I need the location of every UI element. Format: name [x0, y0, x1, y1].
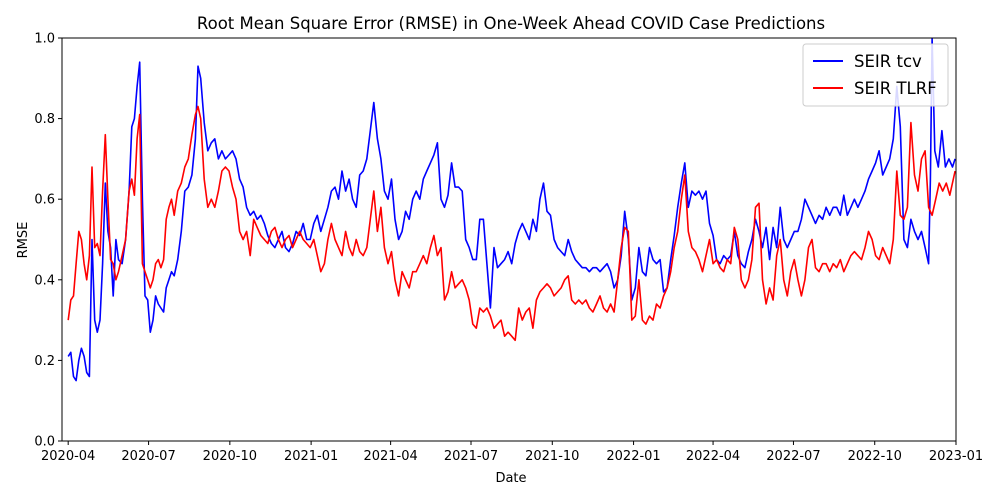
x-tick-label: 2021-07 — [444, 449, 498, 464]
y-axis: 0.0 0.2 0.4 0.6 0.8 1.0 — [34, 32, 62, 450]
x-tick-label: 2022-04 — [686, 449, 740, 464]
y-axis-label: RMSE — [16, 222, 31, 259]
x-tick-label: 2020-07 — [121, 449, 175, 464]
x-tick-label: 2020-04 — [41, 449, 95, 464]
y-tick-label: 0.0 — [34, 435, 55, 450]
x-tick-label: 2021-04 — [363, 449, 417, 464]
y-tick-label: 0.2 — [34, 354, 55, 369]
x-tick-label: 2022-01 — [606, 449, 660, 464]
x-tick-label: 2022-07 — [766, 449, 820, 464]
x-tick-label: 2022-10 — [848, 449, 902, 464]
y-tick-label: 0.4 — [34, 273, 55, 288]
x-tick-label: 2021-01 — [284, 449, 338, 464]
x-axis: 2020-04 2020-07 2020-10 2021-01 2021-04 2021-… — [41, 441, 983, 464]
y-tick-label: 0.6 — [34, 193, 55, 208]
series-line-1 — [67, 38, 956, 382]
y-tick-label: 1.0 — [34, 32, 55, 47]
legend-box — [802, 43, 949, 107]
x-tick-label: 2020-10 — [203, 449, 257, 464]
legend-label-2: SEIR TLRF — [854, 79, 937, 98]
series-layer — [67, 38, 956, 382]
x-tick-label: 2023-01 — [929, 449, 983, 464]
series-line-2 — [67, 105, 956, 342]
legend-label-1: SEIR tcv — [854, 52, 922, 71]
chart-title: Root Mean Square Error (RMSE) in One-Wee… — [197, 14, 825, 33]
y-tick-label: 0.8 — [34, 112, 55, 127]
plot-frame — [61, 37, 957, 442]
legend: SEIR tcv SEIR TLRF — [802, 43, 949, 107]
x-axis-label: Date — [495, 471, 526, 486]
x-tick-label: 2021-10 — [525, 449, 579, 464]
